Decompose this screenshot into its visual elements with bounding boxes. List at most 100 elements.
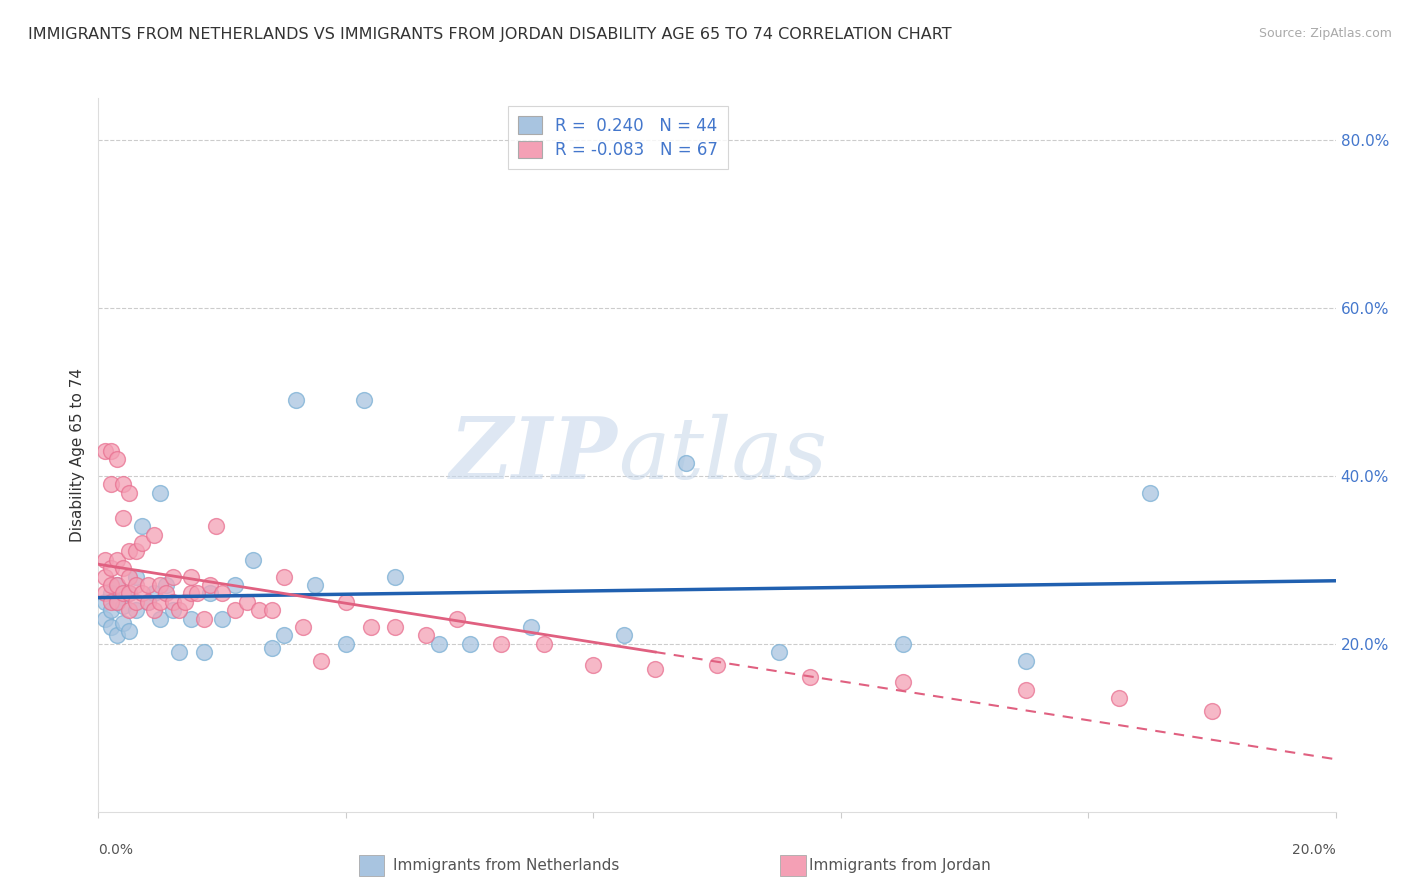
Point [105,452,128,467]
Text: Source: ZipAtlas.com: Source: ZipAtlas.com [1258,27,1392,40]
Point [100,578,122,592]
Point [186,586,208,600]
Point [180,586,202,600]
Point [149,595,172,609]
Point [124,544,146,558]
Point [520,620,543,634]
Point [260,603,283,617]
Point [768,645,790,659]
Point [353,393,375,408]
Point [136,595,159,609]
Point [1015,683,1038,698]
Point [180,612,202,626]
Point [309,654,332,668]
Point [112,477,135,491]
Point [582,657,605,672]
Point [384,569,406,583]
Point [458,637,481,651]
Point [149,578,172,592]
Point [143,527,166,541]
Point [131,586,153,600]
Point [211,612,233,626]
Point [105,595,128,609]
Point [1139,485,1161,500]
Text: 0.0%: 0.0% [98,843,134,857]
Point [105,628,128,642]
Point [105,578,128,592]
Point [136,578,159,592]
Point [100,561,122,575]
Text: 20.0%: 20.0% [1292,843,1336,857]
Point [285,393,308,408]
Text: Immigrants from Jordan: Immigrants from Jordan [808,858,991,872]
Legend: R =  0.240   N = 44, R = -0.083   N = 67: R = 0.240 N = 44, R = -0.083 N = 67 [509,106,728,169]
Point [100,595,122,609]
Point [149,485,172,500]
Y-axis label: Disability Age 65 to 74: Disability Age 65 to 74 [70,368,86,542]
Point [118,586,141,600]
Point [224,578,246,592]
Point [155,578,177,592]
Point [446,612,468,626]
Point [335,595,357,609]
Point [167,645,190,659]
Point [891,637,914,651]
Point [124,569,146,583]
Point [360,620,382,634]
Point [136,595,159,609]
Point [131,519,153,533]
Point [675,456,697,470]
Point [93,553,115,567]
Text: atlas: atlas [619,414,827,496]
Point [105,595,128,609]
Point [415,628,437,642]
Point [100,603,122,617]
Point [1015,654,1038,668]
Point [799,670,821,684]
Point [112,615,135,630]
Point [260,640,283,655]
Point [291,620,314,634]
Point [118,603,141,617]
Point [247,603,270,617]
Point [162,603,184,617]
Point [198,578,221,592]
Point [706,657,728,672]
Point [100,443,122,458]
Point [242,553,264,567]
Point [891,674,914,689]
Point [143,586,166,600]
Point [124,603,146,617]
Point [211,586,233,600]
Point [112,599,135,613]
Point [180,569,202,583]
Point [1108,691,1130,706]
Point [93,443,115,458]
Point [118,544,141,558]
Point [105,553,128,567]
Text: Immigrants from Netherlands: Immigrants from Netherlands [392,858,620,872]
Point [112,586,135,600]
Point [193,612,215,626]
Point [131,536,153,550]
Point [112,561,135,575]
Point [112,511,135,525]
Point [174,595,197,609]
Point [118,569,141,583]
Point [118,485,141,500]
Point [162,595,184,609]
Point [273,628,295,642]
Point [236,595,259,609]
Text: ZIP: ZIP [450,413,619,497]
Point [162,569,184,583]
Point [613,628,636,642]
Point [143,603,166,617]
Point [124,595,146,609]
Point [224,603,246,617]
Point [205,519,228,533]
Point [427,637,450,651]
Point [384,620,406,634]
Point [167,603,190,617]
Point [93,569,115,583]
Point [124,578,146,592]
